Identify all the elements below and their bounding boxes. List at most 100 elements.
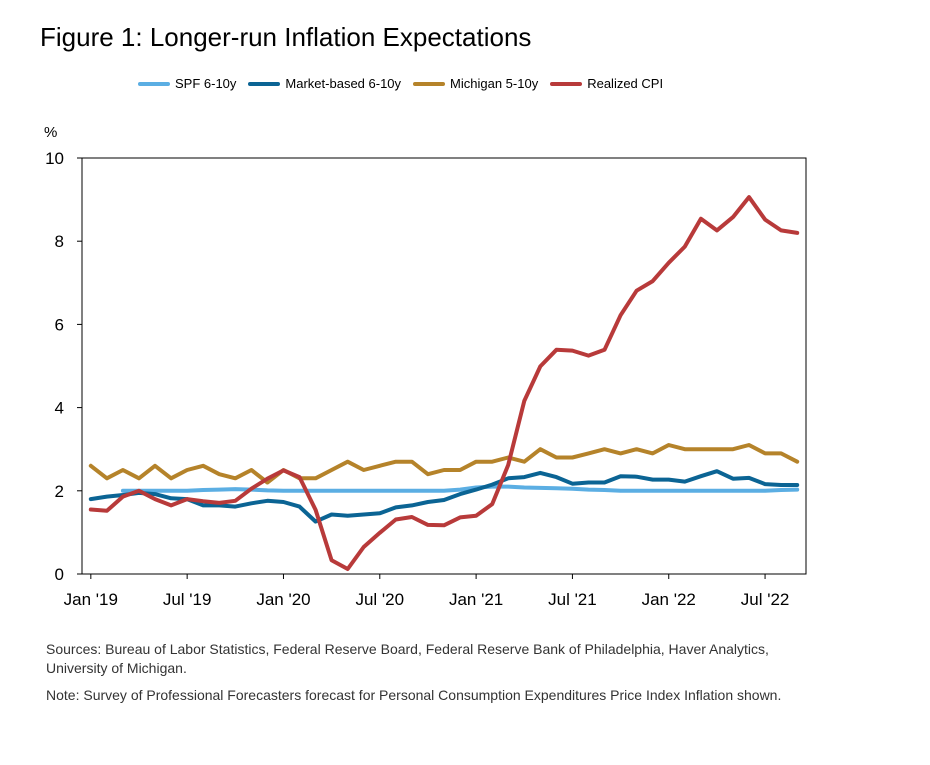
legend-swatch: [138, 81, 170, 86]
data-point-realized-cpi: [507, 464, 510, 466]
legend-item-spf-6-10y: SPF 6-10y: [138, 76, 236, 91]
data-point-spf-6-10y: [780, 489, 782, 491]
data-point-spf-6-10y: [732, 490, 734, 492]
y-tick-label: 10: [45, 149, 64, 168]
data-point-spf-6-10y: [411, 490, 413, 492]
data-point-spf-6-10y: [346, 490, 349, 492]
data-point-market-based-6-10y: [700, 475, 702, 478]
data-point-michigan-5-10y: [667, 444, 670, 446]
data-point-michigan-5-10y: [411, 460, 413, 463]
data-point-market-based-6-10y: [683, 480, 686, 483]
data-point-michigan-5-10y: [587, 452, 590, 455]
data-point-spf-6-10y: [619, 490, 622, 492]
data-point-realized-cpi: [298, 476, 301, 478]
data-point-realized-cpi: [266, 477, 269, 480]
y-tick-label: 4: [55, 399, 64, 418]
data-point-michigan-5-10y: [154, 465, 156, 467]
data-point-realized-cpi: [475, 514, 477, 517]
x-tick-label: Jan '22: [642, 590, 696, 609]
series-line-market-based-6-10y: [88, 469, 800, 524]
data-point-michigan-5-10y: [603, 448, 606, 451]
data-point-realized-cpi: [491, 503, 493, 505]
data-point-michigan-5-10y: [732, 448, 734, 451]
data-point-realized-cpi: [635, 289, 638, 292]
data-point-market-based-6-10y: [764, 483, 766, 485]
data-point-realized-cpi: [138, 490, 140, 492]
data-point-spf-6-10y: [362, 490, 365, 492]
data-point-market-based-6-10y: [314, 520, 317, 523]
series-line-realized-cpi: [88, 195, 800, 571]
data-point-michigan-5-10y: [748, 444, 750, 446]
legend-swatch: [248, 81, 281, 86]
series-line-michigan-5-10y: [88, 443, 800, 485]
data-point-market-based-6-10y: [170, 497, 172, 500]
data-point-spf-6-10y: [587, 488, 590, 491]
data-point-market-based-6-10y: [218, 504, 221, 507]
data-point-realized-cpi: [282, 469, 285, 472]
data-point-spf-6-10y: [459, 488, 461, 491]
data-point-michigan-5-10y: [170, 477, 172, 480]
data-point-realized-cpi: [154, 498, 156, 500]
data-point-spf-6-10y: [539, 487, 542, 489]
data-point-michigan-5-10y: [523, 460, 526, 463]
legend-label: Realized CPI: [587, 76, 664, 91]
data-point-realized-cpi: [459, 516, 461, 519]
data-point-michigan-5-10y: [635, 448, 638, 451]
data-point-market-based-6-10y: [282, 501, 285, 503]
data-point-michigan-5-10y: [780, 452, 782, 455]
line-chart: 0 2 4 6 8 10 Jan '19 Jul '19 Jan '20 Jul '20 Jan '…: [45, 149, 807, 609]
data-point-realized-cpi: [555, 348, 558, 351]
data-point-market-based-6-10y: [635, 475, 638, 478]
legend-item-realized-cpi: Realized CPI: [550, 76, 663, 91]
chart-legend: SPF 6-10y Market-based 6-10y Michigan 5-10…: [138, 76, 663, 91]
data-point-spf-6-10y: [282, 490, 285, 492]
data-point-market-based-6-10y: [362, 513, 365, 516]
y-tick-label: 2: [55, 482, 64, 501]
data-point-michigan-5-10y: [619, 452, 622, 455]
data-point-realized-cpi: [587, 354, 590, 357]
data-point-market-based-6-10y: [154, 493, 156, 495]
data-point-michigan-5-10y: [266, 481, 269, 484]
data-point-realized-cpi: [603, 348, 606, 351]
data-point-spf-6-10y: [218, 488, 221, 491]
data-point-market-based-6-10y: [475, 488, 477, 491]
data-point-spf-6-10y: [764, 490, 766, 492]
data-point-market-based-6-10y: [651, 478, 654, 481]
data-point-michigan-5-10y: [764, 452, 766, 455]
note-text: Note: Survey of Professional Forecasters…: [46, 687, 782, 703]
x-tick-label: Jan '19: [64, 590, 118, 609]
plot-frame: [81, 157, 807, 575]
data-point-michigan-5-10y: [122, 469, 124, 471]
data-point-spf-6-10y: [555, 487, 558, 490]
data-point-market-based-6-10y: [732, 477, 734, 480]
legend-label: SPF 6-10y: [175, 76, 237, 91]
data-point-spf-6-10y: [571, 487, 574, 490]
data-point-realized-cpi: [395, 518, 397, 521]
data-point-spf-6-10y: [796, 488, 798, 491]
data-point-market-based-6-10y: [748, 477, 750, 479]
data-point-michigan-5-10y: [571, 456, 574, 459]
data-point-market-based-6-10y: [507, 477, 510, 480]
data-point-michigan-5-10y: [459, 469, 461, 471]
data-point-realized-cpi: [700, 217, 702, 220]
data-point-spf-6-10y: [507, 485, 510, 488]
data-point-spf-6-10y: [122, 490, 124, 492]
data-point-realized-cpi: [218, 502, 221, 504]
data-point-realized-cpi: [330, 559, 333, 562]
data-point-market-based-6-10y: [667, 478, 670, 481]
data-point-market-based-6-10y: [234, 505, 237, 508]
data-point-spf-6-10y: [378, 490, 381, 492]
data-point-realized-cpi: [539, 365, 542, 368]
data-point-market-based-6-10y: [90, 498, 92, 500]
x-tick-label: Jul '22: [741, 590, 790, 609]
legend-swatch: [550, 81, 583, 86]
chart-title: Figure 1: Longer-run Inflation Expectati…: [40, 22, 532, 52]
data-point-realized-cpi: [234, 499, 237, 502]
data-point-michigan-5-10y: [330, 469, 333, 471]
data-point-spf-6-10y: [683, 490, 686, 492]
data-point-spf-6-10y: [667, 490, 670, 492]
data-point-market-based-6-10y: [555, 476, 558, 478]
data-point-realized-cpi: [780, 229, 782, 232]
data-point-realized-cpi: [667, 262, 670, 264]
data-point-spf-6-10y: [186, 490, 188, 492]
